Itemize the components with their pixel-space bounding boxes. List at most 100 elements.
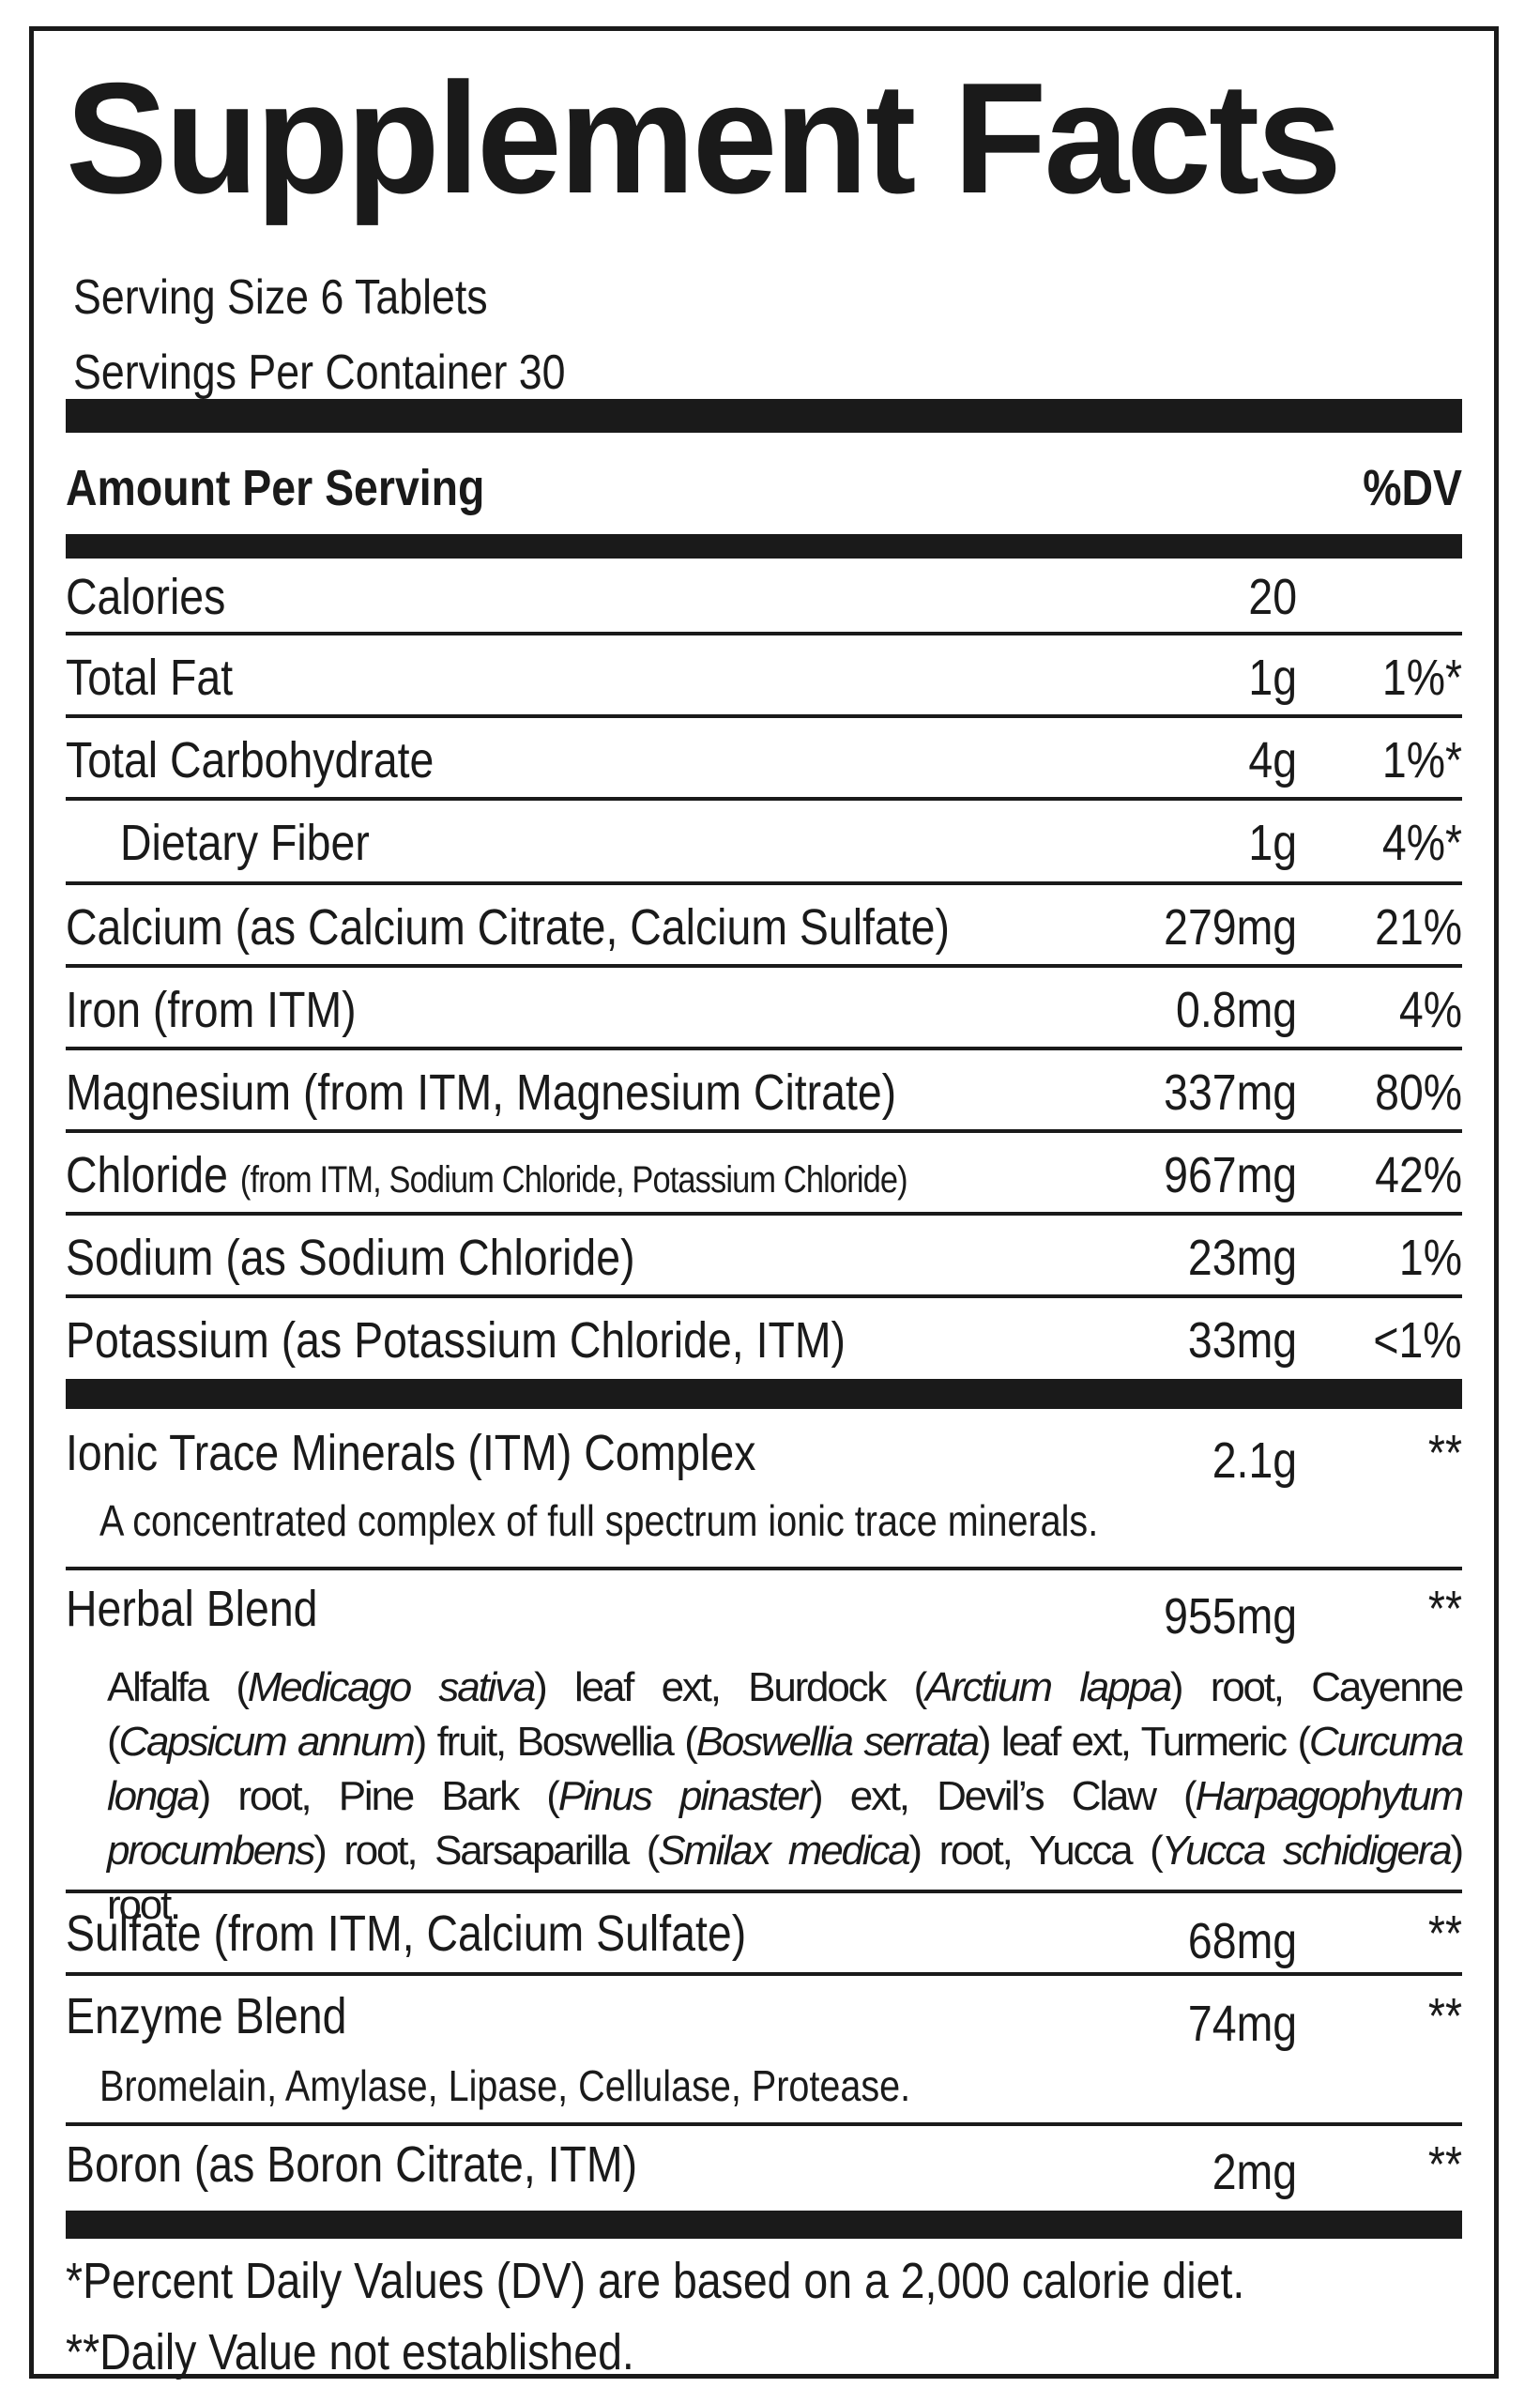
blend-amount: 2mg bbox=[1212, 2144, 1297, 2200]
nutrient-amount: 20 bbox=[1248, 569, 1297, 625]
nutrient-dv: 1%* bbox=[1381, 732, 1462, 788]
herb-part: ) root, bbox=[1169, 1664, 1312, 1710]
row-divider bbox=[66, 632, 1462, 635]
herb-latin-name: Curcuma longa bbox=[107, 1719, 1464, 1819]
herb-common-name: Burdock ( bbox=[748, 1664, 927, 1710]
row-divider bbox=[66, 881, 1462, 885]
blend-dv: ** bbox=[1427, 1425, 1462, 1481]
blend-name: Ionic Trace Minerals (ITM) Complex bbox=[66, 1425, 756, 1481]
nutrient-name: Potassium (as Potassium Chloride, ITM) bbox=[66, 1312, 846, 1369]
herb-latin-name: Arctium lappa bbox=[925, 1664, 1172, 1710]
nutrient-dv: 42% bbox=[1375, 1147, 1462, 1203]
herbal-ingredient-list: Alfalfa (Medicago sativa) leaf ext, Burd… bbox=[107, 1661, 1464, 1933]
blend-amount: 74mg bbox=[1187, 1996, 1297, 2052]
nutrient-amount: 33mg bbox=[1187, 1312, 1297, 1369]
herb-part: ) root, bbox=[908, 1828, 1029, 1874]
nutrient-name: Dietary Fiber bbox=[120, 815, 370, 871]
blend-dv: ** bbox=[1427, 1988, 1462, 2044]
nutrient-name: Calories bbox=[66, 569, 226, 625]
dv-footnote: *Percent Daily Values (DV) are based on … bbox=[66, 2253, 1245, 2309]
row-divider bbox=[66, 2122, 1462, 2126]
not-established-footnote: **Daily Value not established. bbox=[66, 2324, 634, 2380]
herb-common-name: Turmeric ( bbox=[1140, 1719, 1312, 1765]
herb-latin-name: Medicago sativa bbox=[247, 1664, 537, 1710]
nutrient-dv: 4%* bbox=[1381, 815, 1462, 871]
servings-per-container: Servings Per Container 30 bbox=[73, 345, 566, 400]
blend-dv: ** bbox=[1427, 1906, 1462, 1962]
row-divider bbox=[66, 714, 1462, 718]
nutrient-name-source: (from ITM, Sodium Chloride, Potassium Ch… bbox=[239, 1159, 908, 1201]
herb-common-name: Alfalfa ( bbox=[107, 1664, 250, 1710]
nutrient-amount: 279mg bbox=[1163, 899, 1297, 956]
serving-size: Serving Size 6 Tablets bbox=[73, 270, 488, 325]
amount-per-serving-header: Amount Per Serving bbox=[66, 460, 485, 516]
herb-part: ) ext, bbox=[809, 1773, 938, 1819]
nutrient-amount: 1g bbox=[1248, 650, 1297, 706]
row-divider bbox=[66, 1972, 1462, 1976]
nutrient-amount: 1g bbox=[1248, 815, 1297, 871]
thick-divider bbox=[66, 534, 1462, 559]
nutrient-dv: <1% bbox=[1373, 1312, 1462, 1369]
herb-ingredient: Boswellia (Boswellia serrata) leaf ext, bbox=[517, 1719, 1141, 1765]
herb-common-name: Cayenne ( bbox=[107, 1664, 1464, 1765]
nutrient-name: Chloride (from ITM, Sodium Chloride, Pot… bbox=[66, 1150, 908, 1201]
nutrient-amount: 967mg bbox=[1163, 1147, 1297, 1203]
herb-latin-name: Pinus pinaster bbox=[557, 1773, 812, 1819]
blend-name: Enzyme Blend bbox=[66, 1988, 347, 2044]
blend-description: A concentrated complex of full spectrum … bbox=[99, 1496, 1099, 1545]
herb-latin-name: Capsicum annum bbox=[118, 1719, 415, 1765]
nutrient-dv: 4% bbox=[1398, 982, 1462, 1038]
herb-part: ) fruit, bbox=[413, 1719, 517, 1765]
herb-ingredient: Devil’s Claw (Harpagophytum procumbens) … bbox=[107, 1773, 1464, 1874]
herb-latin-name: Boswellia serrata bbox=[695, 1719, 980, 1765]
panel-title: Supplement Facts bbox=[66, 50, 1342, 226]
blend-description: Bromelain, Amylase, Lipase, Cellulase, P… bbox=[99, 2061, 911, 2110]
nutrient-amount: 4g bbox=[1248, 732, 1297, 788]
nutrient-name: Magnesium (from ITM, Magnesium Citrate) bbox=[66, 1064, 897, 1121]
nutrient-dv: 1% bbox=[1398, 1230, 1462, 1286]
nutrient-name: Total Fat bbox=[66, 650, 234, 706]
nutrient-amount: 23mg bbox=[1187, 1230, 1297, 1286]
herb-common-name: Boswellia ( bbox=[516, 1719, 698, 1765]
herb-ingredient: Burdock (Arctium lappa) root, bbox=[748, 1664, 1311, 1710]
nutrient-dv: 21% bbox=[1375, 899, 1462, 956]
herb-ingredient: Alfalfa (Medicago sativa) leaf ext, bbox=[107, 1664, 748, 1710]
row-divider bbox=[66, 1567, 1462, 1570]
dv-header: %DV bbox=[1363, 460, 1462, 516]
row-divider bbox=[66, 1212, 1462, 1216]
nutrient-name: Sodium (as Sodium Chloride) bbox=[66, 1230, 635, 1286]
blend-amount: 68mg bbox=[1187, 1913, 1297, 1969]
blend-name: Boron (as Boron Citrate, ITM) bbox=[66, 2136, 638, 2193]
herb-latin-name: Harpagophytum procumbens bbox=[107, 1773, 1464, 1874]
row-divider bbox=[66, 964, 1462, 968]
blend-name: Herbal Blend bbox=[66, 1581, 318, 1637]
row-divider bbox=[66, 797, 1462, 801]
herb-ingredient: Cayenne (Capsicum annum) fruit, bbox=[107, 1664, 1464, 1765]
herb-common-name: Pine Bark ( bbox=[338, 1773, 560, 1819]
row-divider bbox=[66, 1047, 1462, 1050]
blend-dv: ** bbox=[1427, 1581, 1462, 1637]
nutrient-amount: 337mg bbox=[1163, 1064, 1297, 1121]
nutrient-dv: 80% bbox=[1375, 1064, 1462, 1121]
blend-amount: 955mg bbox=[1163, 1588, 1297, 1645]
blend-amount: 2.1g bbox=[1212, 1432, 1297, 1489]
header-row: Amount Per Serving %DV bbox=[66, 463, 1462, 519]
herb-common-name: Yucca ( bbox=[1029, 1828, 1164, 1874]
herb-ingredient: Sarsaparilla (Smilax medica) root, bbox=[435, 1828, 1029, 1874]
blend-name: Sulfate (from ITM, Calcium Sulfate) bbox=[66, 1906, 747, 1962]
blend-dv: ** bbox=[1427, 2136, 1462, 2193]
herb-common-name: Sarsaparilla ( bbox=[435, 1828, 660, 1874]
panel-content: Supplement Facts Serving Size 6 Tablets … bbox=[66, 31, 1464, 2378]
herb-common-name: Devil’s Claw ( bbox=[937, 1773, 1197, 1819]
row-divider bbox=[66, 1890, 1462, 1893]
row-divider bbox=[66, 1294, 1462, 1298]
thick-divider bbox=[66, 2211, 1462, 2239]
herb-part: ) root, bbox=[197, 1773, 339, 1819]
row-divider bbox=[66, 1129, 1462, 1133]
nutrient-amount: 0.8mg bbox=[1175, 982, 1297, 1038]
herb-latin-name: Yucca schidigera bbox=[1161, 1828, 1453, 1874]
herb-part: ) leaf ext, bbox=[977, 1719, 1141, 1765]
herb-latin-name: Smilax medica bbox=[658, 1828, 910, 1874]
herb-part: ) leaf ext, bbox=[534, 1664, 749, 1710]
nutrient-dv: 1%* bbox=[1381, 650, 1462, 706]
